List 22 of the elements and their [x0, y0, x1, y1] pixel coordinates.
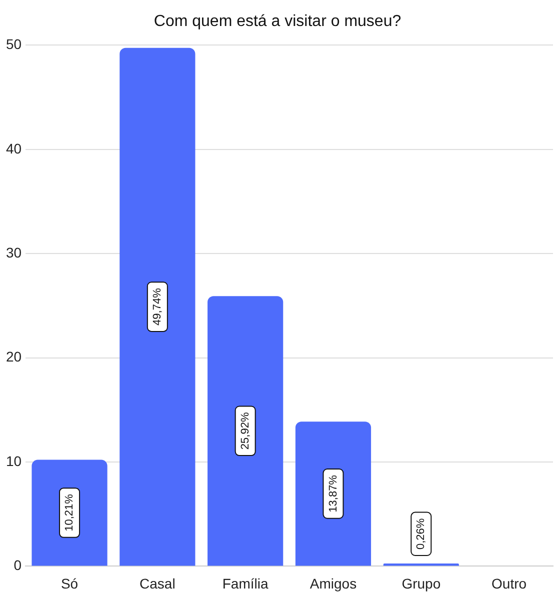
y-tick-label: 0: [14, 557, 22, 574]
x-tick-label: Família: [222, 575, 268, 592]
data-label: 10,21%: [64, 494, 76, 532]
data-label: 13,87%: [327, 474, 340, 512]
y-tick-label: 10: [6, 452, 22, 469]
x-tick-label: Só: [60, 575, 78, 592]
bar: [208, 296, 284, 566]
chart-title: Com quem está a visitar o museu?: [154, 13, 402, 30]
y-tick-label: 50: [6, 36, 22, 52]
y-tick-label: 30: [6, 244, 22, 260]
bar: [295, 422, 372, 566]
y-tick-label: 20: [6, 348, 22, 365]
data-label: 25,92%: [239, 412, 252, 450]
bar: [120, 48, 196, 566]
x-tick-label: Outro: [492, 575, 527, 592]
bar: [383, 563, 459, 566]
x-tick-label: Grupo: [402, 575, 441, 592]
data-label: 49,74%: [151, 288, 164, 326]
x-tick-label: Casal: [140, 575, 176, 592]
x-tick-label: Amigos: [310, 575, 357, 592]
data-label: 0,26%: [415, 518, 428, 550]
y-tick-label: 40: [6, 140, 22, 156]
